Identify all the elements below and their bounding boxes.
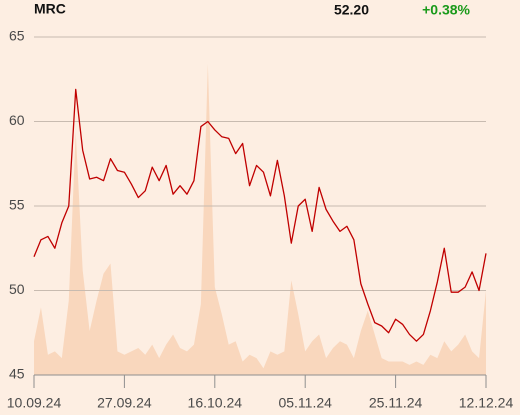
ticker: MRC bbox=[34, 1, 66, 17]
y-tick-label: 45 bbox=[9, 366, 25, 382]
change: +0.38% bbox=[422, 2, 470, 18]
y-tick-label: 55 bbox=[9, 197, 25, 213]
x-tick-label: 05.11.24 bbox=[278, 395, 332, 411]
y-tick-label: 65 bbox=[9, 28, 25, 44]
price-line bbox=[33, 88, 487, 342]
y-tick-label: 60 bbox=[9, 112, 25, 128]
x-tick-label: 10.09.24 bbox=[7, 395, 62, 411]
x-tick-label: 27.09.24 bbox=[97, 395, 152, 411]
price: 52.20 bbox=[334, 2, 369, 18]
volume-area bbox=[34, 64, 486, 375]
x-tick-label: 12.12.24 bbox=[459, 395, 514, 411]
x-tick-label: 16.10.24 bbox=[188, 395, 243, 411]
y-tick-label: 50 bbox=[9, 281, 25, 297]
x-tick-label: 25.11.24 bbox=[369, 395, 423, 411]
